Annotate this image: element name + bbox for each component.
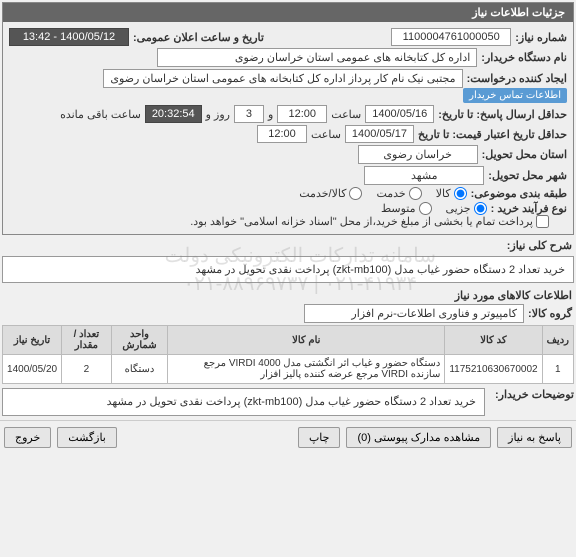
reply-button[interactable]: پاسخ به نیاز <box>497 427 572 448</box>
reply-time: 12:00 <box>277 105 327 123</box>
pt-medium-option[interactable]: متوسط <box>381 202 432 215</box>
reply-date: 1400/05/16 <box>365 105 434 123</box>
pt-partial-option[interactable]: جزیی <box>446 202 487 215</box>
group-value: کامپیوتر و فناوری اطلاعات-نرم افزار <box>304 304 524 323</box>
cat-service-option[interactable]: خدمت <box>376 187 421 200</box>
requester-value: مجتبی نیک نام کار پرداز اداره کل کتابخان… <box>103 69 462 88</box>
requester-label: ایجاد کننده درخواست: <box>467 72 567 85</box>
announce-dt-label: تاریخ و ساعت اعلان عمومی: <box>133 31 264 44</box>
day-label: روز و <box>206 108 230 121</box>
province-label: استان محل تحویل: <box>482 148 567 161</box>
pt-note-label: پرداخت تمام یا بخشی از مبلغ خرید،از محل … <box>190 215 533 228</box>
items-table: ردیف کد کالا نام کالا واحد شمارش تعداد /… <box>2 325 574 384</box>
cat-goods-radio[interactable] <box>454 187 467 200</box>
time-label-2: ساعت <box>311 128 341 141</box>
cell-name: دستگاه حضور و غیاب اثر انگشتی مدل VIRDI … <box>168 355 445 384</box>
need-no-label: شماره نیاز: <box>515 31 567 44</box>
pt-partial-radio[interactable] <box>474 202 487 215</box>
print-button[interactable]: چاپ <box>298 427 341 448</box>
pt-note-checkbox[interactable] <box>536 215 549 228</box>
remaining-label: ساعت باقی مانده <box>60 108 141 121</box>
cell-code: 1175210630670002 <box>445 355 542 384</box>
table-row: 1 1175210630670002 دستگاه حضور و غیاب اث… <box>3 355 574 384</box>
pt-medium-radio[interactable] <box>419 202 432 215</box>
group-label: گروه کالا: <box>528 307 572 320</box>
panel-title: جزئیات اطلاعات نیاز <box>3 3 573 22</box>
buyer-notes-label: توضیحات خریدار: <box>495 388 574 401</box>
reply-deadline-label: حداقل ارسال پاسخ: تا تاریخ: <box>438 108 567 121</box>
th-row: ردیف <box>542 326 573 355</box>
pt-medium-label: متوسط <box>381 202 416 215</box>
and-label: و <box>268 108 273 121</box>
cat-service-radio[interactable] <box>409 187 422 200</box>
cell-row: 1 <box>542 355 573 384</box>
pt-partial-label: جزیی <box>446 202 471 215</box>
city-label: شهر محل تحویل: <box>488 169 567 182</box>
category-label: طبقه بندی موضوعی: <box>471 187 567 200</box>
attachments-button[interactable]: مشاهده مدارک پیوستی (0) <box>346 427 491 448</box>
time-label-1: ساعت <box>331 108 361 121</box>
cell-qty: 2 <box>62 355 112 384</box>
cat-service-label: خدمت <box>376 187 405 200</box>
buyer-org-label: نام دستگاه خریدار: <box>481 51 567 64</box>
cat-both-label: کالا/خدمت <box>299 187 346 200</box>
days-value: 3 <box>234 105 264 123</box>
remaining-time: 20:32:54 <box>145 105 202 123</box>
buyer-notes-box: خرید تعداد 2 دستگاه حضور غیاب مدل (zkt-m… <box>2 388 485 416</box>
city-value: مشهد <box>364 166 484 185</box>
th-date: تاریخ نیاز <box>3 326 62 355</box>
th-code: کد کالا <box>445 326 542 355</box>
cat-goods-label: کالا <box>436 187 451 200</box>
announce-dt-value: 1400/05/12 - 13:42 <box>9 28 129 46</box>
need-no-value: 1100004761000050 <box>391 28 511 46</box>
th-unit: واحد شمارش <box>111 326 168 355</box>
purchase-type-label: نوع فرآیند خرید : <box>491 202 567 215</box>
back-button[interactable]: بازگشت <box>57 427 117 448</box>
desc-box: خرید تعداد 2 دستگاه حضور غیاب مدل (zkt-m… <box>2 256 574 283</box>
th-qty: تعداد / مقدار <box>62 326 112 355</box>
cell-unit: دستگاه <box>111 355 168 384</box>
items-title: اطلاعات کالاهای مورد نیاز <box>4 289 572 302</box>
desc-label: شرح کلی نیاز: <box>507 239 572 252</box>
contact-link[interactable]: اطلاعات تماس خریدار <box>463 88 567 103</box>
cat-both-option[interactable]: کالا/خدمت <box>299 187 362 200</box>
exit-button[interactable]: خروج <box>4 427 51 448</box>
buyer-org-value: اداره کل کتابخانه های عمومی استان خراسان… <box>157 48 477 67</box>
price-valid-time: 12:00 <box>257 125 307 143</box>
cat-goods-option[interactable]: کالا <box>436 187 467 200</box>
cat-both-radio[interactable] <box>349 187 362 200</box>
price-valid-date: 1400/05/17 <box>345 125 414 143</box>
cell-date: 1400/05/20 <box>3 355 62 384</box>
province-value: خراسان رضوی <box>358 145 478 164</box>
pt-note-option[interactable]: پرداخت تمام یا بخشی از مبلغ خرید،از محل … <box>190 215 549 228</box>
price-valid-label: حداقل تاریخ اعتبار قیمت: تا تاریخ <box>418 128 567 141</box>
th-name: نام کالا <box>168 326 445 355</box>
